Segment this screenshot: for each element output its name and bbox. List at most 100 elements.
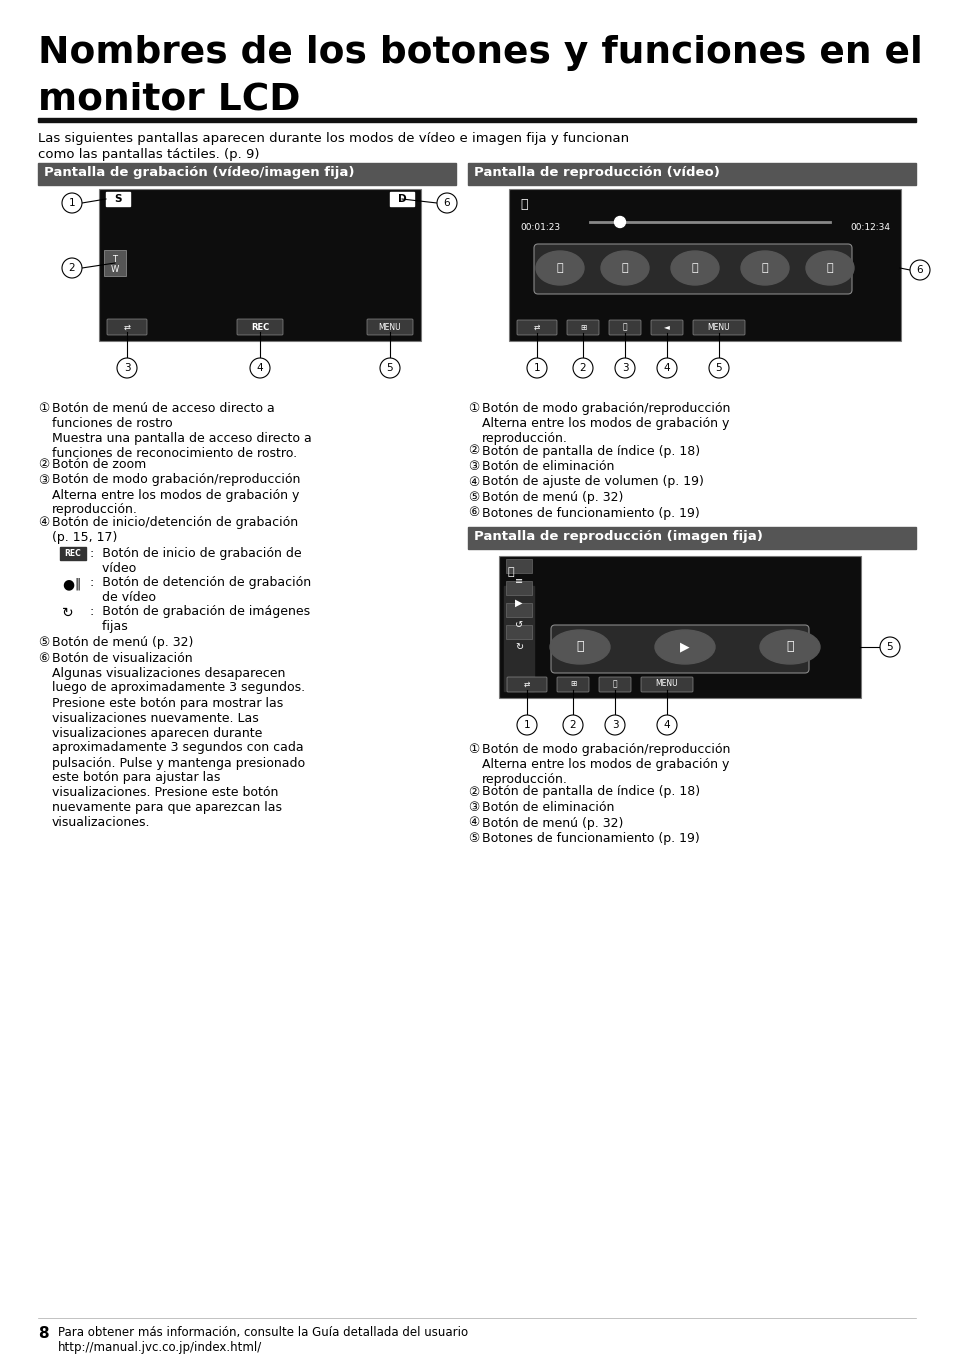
Text: 2: 2 — [69, 263, 75, 273]
Text: 3: 3 — [124, 364, 131, 373]
Text: Botón de pantalla de índice (p. 18): Botón de pantalla de índice (p. 18) — [481, 786, 700, 798]
Circle shape — [379, 358, 399, 379]
Text: monitor LCD: monitor LCD — [38, 81, 300, 118]
FancyBboxPatch shape — [557, 677, 588, 692]
Text: ⑥: ⑥ — [468, 506, 478, 520]
Text: Nombres de los botones y funciones en el: Nombres de los botones y funciones en el — [38, 35, 922, 71]
FancyBboxPatch shape — [506, 677, 546, 692]
Circle shape — [657, 715, 677, 735]
Text: W: W — [111, 266, 119, 274]
Text: 🎥: 🎥 — [519, 198, 527, 212]
Text: ⏩: ⏩ — [760, 263, 767, 273]
Bar — [104, 250, 126, 275]
Ellipse shape — [760, 630, 820, 664]
FancyBboxPatch shape — [608, 320, 640, 335]
Text: ⇄: ⇄ — [534, 323, 539, 331]
Text: 4: 4 — [663, 721, 670, 730]
Text: ③: ③ — [468, 801, 478, 814]
Text: 1: 1 — [533, 364, 539, 373]
Text: ‖: ‖ — [74, 577, 80, 590]
FancyBboxPatch shape — [598, 677, 630, 692]
Text: ⊞: ⊞ — [579, 323, 585, 331]
Text: Botón de zoom: Botón de zoom — [52, 459, 146, 471]
Ellipse shape — [655, 630, 714, 664]
Circle shape — [436, 193, 456, 213]
Text: 5: 5 — [885, 642, 892, 651]
Text: ④: ④ — [468, 817, 478, 829]
Circle shape — [614, 217, 625, 228]
Text: 2: 2 — [579, 364, 586, 373]
Text: Botón de modo grabación/reproducción
Alterna entre los modos de grabación y
repr: Botón de modo grabación/reproducción Alt… — [52, 474, 300, 517]
Text: Botón de pantalla de índice (p. 18): Botón de pantalla de índice (p. 18) — [481, 445, 700, 457]
Text: T: T — [112, 255, 117, 265]
Circle shape — [657, 358, 677, 379]
Text: ⏮: ⏮ — [557, 263, 562, 273]
Text: ①: ① — [468, 744, 478, 756]
Text: Botones de funcionamiento (p. 19): Botones de funcionamiento (p. 19) — [481, 506, 699, 520]
Text: 6: 6 — [443, 198, 450, 208]
Text: ⏭: ⏭ — [826, 263, 832, 273]
Bar — [503, 586, 534, 691]
Text: :  Botón de detención de grabación
   de vídeo: : Botón de detención de grabación de víd… — [90, 575, 311, 604]
Text: REC: REC — [65, 550, 81, 559]
Text: ⇄: ⇄ — [523, 680, 530, 688]
Text: 🗑: 🗑 — [622, 323, 627, 331]
Bar — [38, 118, 915, 122]
Text: :  Botón de grabación de imágenes
   fijas: : Botón de grabación de imágenes fijas — [90, 605, 310, 632]
Text: ⏪: ⏪ — [621, 263, 628, 273]
Text: Las siguientes pantallas aparecen durante los modos de vídeo e imagen fija y fun: Las siguientes pantallas aparecen durant… — [38, 132, 628, 145]
Text: ↻: ↻ — [515, 642, 522, 651]
Text: ●: ● — [62, 577, 74, 592]
Text: Botón de eliminación: Botón de eliminación — [481, 801, 614, 814]
Bar — [498, 556, 861, 697]
Text: Para obtener más información, consulte la Guía detallada del usuario
http://manu: Para obtener más información, consulte l… — [58, 1326, 468, 1354]
Bar — [509, 189, 900, 341]
Bar — [468, 527, 915, 550]
Text: Botón de menú (p. 32): Botón de menú (p. 32) — [481, 491, 622, 503]
Text: ①: ① — [468, 402, 478, 415]
Circle shape — [517, 715, 537, 735]
Bar — [100, 190, 419, 341]
Circle shape — [117, 358, 137, 379]
Text: ▶: ▶ — [679, 641, 689, 654]
Text: Botón de menú de acceso directo a
funciones de rostro
Muestra una pantalla de ac: Botón de menú de acceso directo a funcio… — [52, 402, 312, 460]
Bar — [510, 190, 899, 341]
Text: ②: ② — [468, 786, 478, 798]
FancyBboxPatch shape — [534, 244, 851, 294]
Text: 00:01:23: 00:01:23 — [519, 224, 559, 232]
Circle shape — [250, 358, 270, 379]
Text: 8: 8 — [38, 1326, 49, 1341]
FancyBboxPatch shape — [551, 626, 808, 673]
Text: Botón de inicio/detención de grabación
(p. 15, 17): Botón de inicio/detención de grabación (… — [52, 516, 297, 544]
Text: ⏮: ⏮ — [576, 641, 583, 654]
Text: :  Botón de inicio de grabación de
   vídeo: : Botón de inicio de grabación de vídeo — [90, 547, 301, 575]
Text: 5: 5 — [715, 364, 721, 373]
Text: 00:12:34: 00:12:34 — [849, 224, 889, 232]
Text: ⑤: ⑤ — [468, 832, 478, 845]
Text: ≡: ≡ — [515, 575, 522, 586]
FancyBboxPatch shape — [107, 319, 147, 335]
Text: 2: 2 — [569, 721, 576, 730]
Text: MENU: MENU — [707, 323, 730, 331]
Bar — [390, 191, 414, 206]
Circle shape — [615, 358, 635, 379]
Text: MENU: MENU — [378, 323, 401, 331]
Ellipse shape — [600, 251, 648, 285]
Text: 1: 1 — [69, 198, 75, 208]
Text: 5: 5 — [386, 364, 393, 373]
Text: ⏭: ⏭ — [785, 641, 793, 654]
Text: 1: 1 — [523, 721, 530, 730]
Text: ⑤: ⑤ — [38, 636, 50, 649]
Text: Botón de modo grabación/reproducción
Alterna entre los modos de grabación y
repr: Botón de modo grabación/reproducción Alt… — [481, 402, 730, 445]
Ellipse shape — [550, 630, 609, 664]
Bar — [99, 189, 420, 341]
Circle shape — [62, 258, 82, 278]
Ellipse shape — [536, 251, 583, 285]
Text: 6: 6 — [916, 265, 923, 275]
Circle shape — [879, 636, 899, 657]
Text: Pantalla de reproducción (vídeo): Pantalla de reproducción (vídeo) — [474, 166, 720, 179]
Text: ⑥: ⑥ — [38, 651, 50, 665]
Text: Botones de funcionamiento (p. 19): Botones de funcionamiento (p. 19) — [481, 832, 699, 845]
Circle shape — [526, 358, 546, 379]
Bar — [499, 556, 859, 697]
